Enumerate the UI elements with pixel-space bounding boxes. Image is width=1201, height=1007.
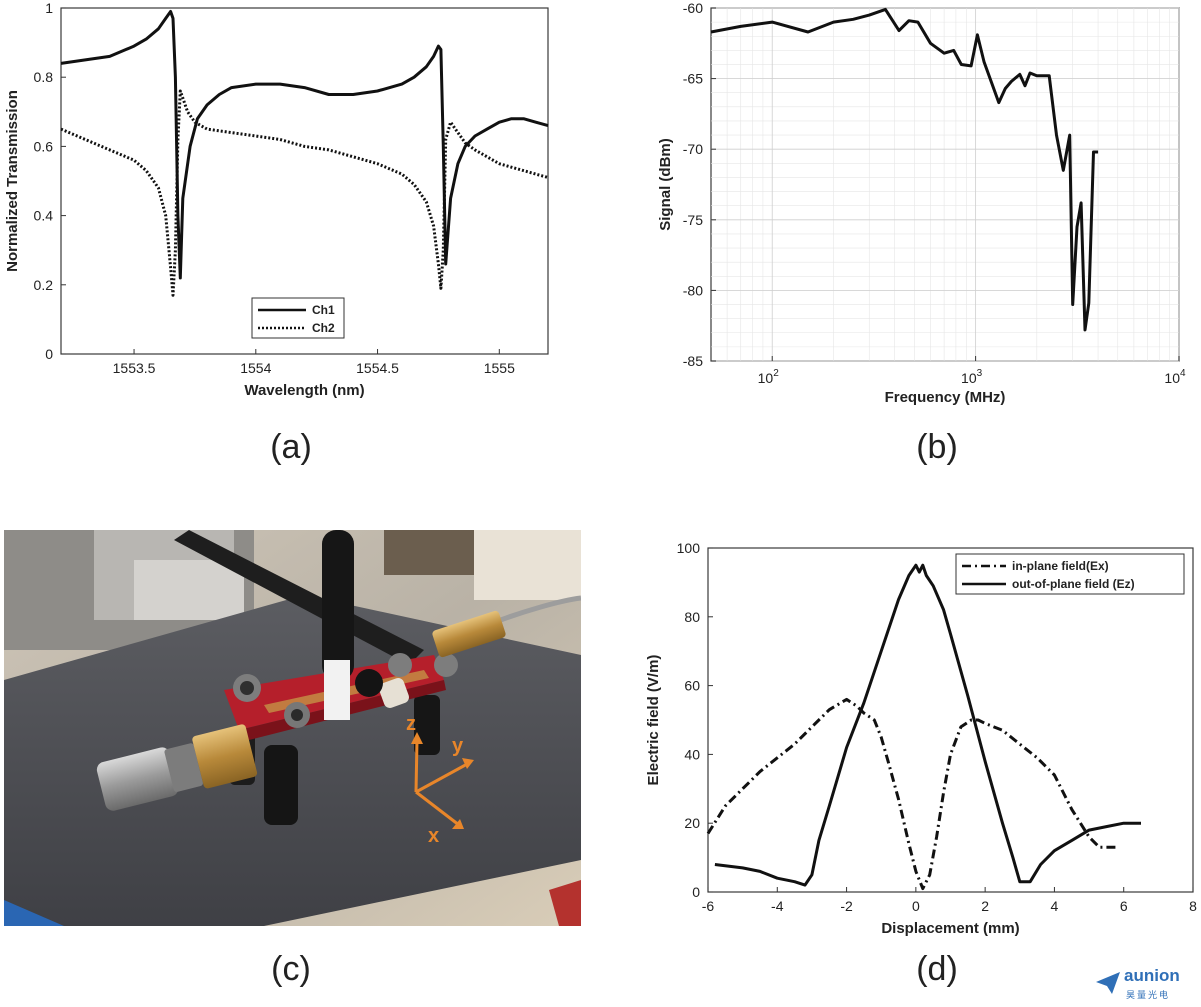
chart-a: 1553.5 1554 1554.5 1555 0 0.2 0.4 0.6 0.8 1 Wavele… [4,0,549,399]
legend-box [955,553,1185,595]
y-tick-label: 20 [684,815,700,831]
y-axis-label: Electric field (V/m) [645,655,662,786]
y-tick-label: 0 [45,346,53,362]
brand-name: aunion [1124,966,1180,985]
x-tick-label: 103 [961,368,983,386]
coordinate-axes: z y x [406,713,474,847]
y-tick-label: -75 [683,212,703,228]
axis-label-z: z [406,713,416,735]
x-tick-label: 1553.5 [113,360,156,376]
y-tick-label: -70 [683,141,703,157]
y-tick-label: 80 [684,609,700,625]
series-line-1 [60,10,549,280]
x-tick-label: 2 [981,898,989,914]
x-axis-label: Wavelength (nm) [244,382,364,399]
y-tick-label: 1 [45,0,53,16]
caption-a: (a) [270,428,312,466]
brand-subtitle: 昊量光电 [1126,990,1171,1000]
plot-area [707,547,1194,893]
x-tick-exponent: 3 [977,368,983,379]
caption-b: (b) [916,428,958,466]
caption-d: (d) [916,950,958,988]
x-tick-label: 4 [1051,898,1059,914]
x-tick-label: 1554.5 [356,360,399,376]
y-tick-label: -85 [683,353,703,369]
legend-label-1: in-plane field(Ex) [1012,559,1109,573]
x-tick-label: 6 [1120,898,1128,914]
series-line-1 [710,7,1099,332]
x-tick-exponent: 4 [1180,368,1186,379]
series-line-2 [714,563,1141,887]
paper-plane-icon [1096,972,1120,994]
device-photo: z y x [4,530,581,926]
caption-c: (c) [271,950,311,988]
x-tick-label: -4 [771,898,784,914]
y-tick-label: 60 [684,678,700,694]
x-tick-label: -2 [840,898,853,914]
y-axis-label: Normalized Transmission [4,90,21,272]
series-line-1 [706,697,1117,891]
x-tick-label: 1555 [484,360,515,376]
y-tick-label: 0.8 [34,69,54,85]
legend-box [251,297,345,339]
y-tick-label: -65 [683,71,703,87]
x-tick-label: 104 [1164,368,1186,386]
y-tick-label: 40 [684,746,700,762]
brand-watermark: aunion 昊量光电 [1094,966,1198,1004]
y-axis-label: Signal (dBm) [657,138,674,231]
plot-area [60,7,549,355]
legend-label-2: out-of-plane field (Ez) [1012,577,1135,591]
x-tick-label: 0 [912,898,920,914]
x-axis-label: Displacement (mm) [881,920,1019,937]
x-tick-label: -6 [702,898,715,914]
y-tick-label: 0.2 [34,277,54,293]
x-tick-exponent: 2 [773,368,779,379]
axis-label-x: x [428,825,439,847]
plot-area [710,7,1180,362]
series-line-2 [60,89,549,297]
chart-b: 102 103 104 -85 -80 -75 -70 -65 -60 Frequency (MH… [657,0,1186,406]
x-tick-label: 102 [758,368,780,386]
y-tick-label: 0.6 [34,138,54,154]
y-tick-label: 0.4 [34,208,54,224]
x-tick-label: 8 [1189,898,1197,914]
y-tick-label: -60 [683,0,703,16]
y-tick-label: 0 [692,884,700,900]
axis-label-y: y [452,735,464,757]
x-axis-label: Frequency (MHz) [885,389,1006,406]
legend-label-2: Ch2 [312,321,335,335]
legend-label-1: Ch1 [312,303,335,317]
x-tick-label: 1554 [240,360,271,376]
y-tick-label: 100 [677,540,701,556]
y-tick-label: -80 [683,282,703,298]
